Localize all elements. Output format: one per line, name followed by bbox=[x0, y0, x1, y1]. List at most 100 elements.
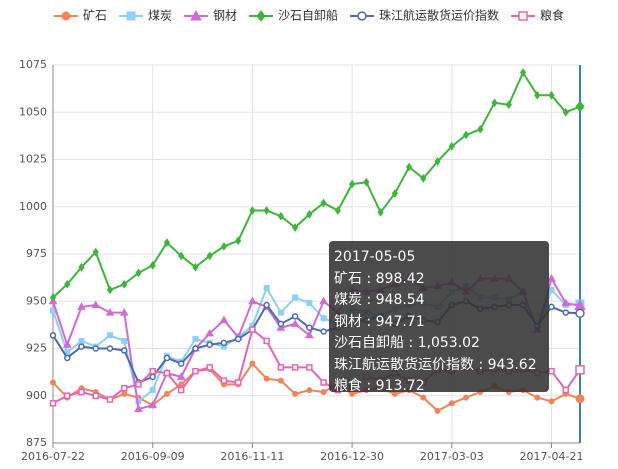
y-tick-label: 1000 bbox=[19, 200, 47, 213]
data-point bbox=[50, 379, 56, 386]
data-point bbox=[163, 238, 171, 248]
data-point bbox=[206, 251, 213, 261]
tooltip-value: 1,053.02 bbox=[417, 335, 480, 351]
legend-label: 沙石自卸船 bbox=[278, 8, 338, 23]
data-point bbox=[177, 360, 185, 367]
legend-label: 珠江航运散货运价指数 bbox=[379, 8, 499, 23]
data-point bbox=[420, 394, 427, 401]
data-point bbox=[192, 262, 199, 272]
data-point bbox=[291, 313, 299, 320]
tooltip-row: 煤炭948.54 bbox=[334, 290, 544, 312]
legend-item: 珠江航运散货运价指数 bbox=[350, 8, 499, 23]
data-point bbox=[176, 372, 186, 380]
data-point bbox=[135, 381, 142, 388]
data-point bbox=[334, 206, 341, 215]
data-point bbox=[163, 354, 171, 362]
data-point bbox=[320, 388, 327, 395]
x-tick-label: 2017-04-21 bbox=[520, 450, 584, 463]
legend-symbol bbox=[190, 9, 202, 21]
tooltip-rows: 矿石898.42煤炭948.54钢材947.71沙石自卸船1,053.02珠江航… bbox=[334, 269, 544, 398]
data-point bbox=[575, 394, 585, 404]
y-tick-label: 1025 bbox=[19, 153, 47, 166]
tooltip-row: 粮食913.72 bbox=[334, 376, 544, 398]
y-tick-label: 925 bbox=[26, 342, 47, 355]
tooltip-row: 沙石自卸船1,053.02 bbox=[334, 333, 544, 355]
legend: 矿石 煤炭 钢材 沙石自卸船 珠江航运散货运价指数 粮食 bbox=[53, 8, 564, 23]
data-point bbox=[491, 98, 498, 108]
data-point bbox=[192, 367, 199, 375]
data-point bbox=[290, 319, 300, 327]
data-point bbox=[405, 162, 413, 172]
data-point bbox=[448, 400, 455, 407]
data-point bbox=[320, 379, 327, 386]
legend-label: 矿石 bbox=[83, 9, 107, 23]
data-point bbox=[575, 100, 585, 113]
data-point bbox=[163, 390, 170, 397]
data-point bbox=[248, 296, 257, 305]
data-point bbox=[63, 392, 71, 399]
tooltip-series-name: 沙石自卸船 bbox=[334, 335, 418, 351]
data-point bbox=[106, 396, 114, 403]
data-point bbox=[477, 124, 484, 134]
data-point bbox=[77, 302, 86, 310]
data-point bbox=[548, 90, 555, 100]
y-tick-label: 950 bbox=[26, 294, 47, 307]
data-point bbox=[63, 354, 71, 362]
data-point bbox=[562, 107, 569, 117]
data-point bbox=[320, 198, 327, 208]
data-point bbox=[363, 177, 370, 187]
data-point bbox=[377, 208, 384, 217]
data-point bbox=[448, 141, 455, 151]
legend-symbol bbox=[256, 10, 266, 22]
y-tick-label: 875 bbox=[26, 436, 47, 449]
data-point bbox=[134, 404, 143, 412]
tooltip-row: 矿石898.42 bbox=[334, 269, 544, 291]
data-point bbox=[561, 298, 571, 307]
data-point bbox=[149, 260, 156, 270]
data-point bbox=[249, 326, 256, 333]
data-point bbox=[534, 394, 541, 401]
data-point bbox=[78, 337, 85, 344]
legend-label: 煤炭 bbox=[148, 9, 172, 23]
data-point bbox=[575, 365, 585, 375]
data-point bbox=[206, 341, 213, 348]
data-point bbox=[306, 387, 313, 394]
y-tick-label: 1050 bbox=[19, 105, 47, 118]
data-point bbox=[219, 315, 229, 324]
y-tick-label: 900 bbox=[26, 389, 47, 402]
data-point bbox=[306, 324, 313, 331]
data-point bbox=[548, 398, 555, 405]
tooltip-value: 943.62 bbox=[487, 356, 537, 373]
tooltip-value: 948.54 bbox=[375, 292, 425, 308]
tooltip-series-name: 矿石 bbox=[334, 271, 376, 287]
tooltip: 2017-05-05 矿石898.42煤炭948.54钢材947.71沙石自卸船… bbox=[329, 241, 549, 394]
data-point bbox=[462, 130, 470, 140]
legend-item: 煤炭 bbox=[118, 9, 172, 23]
data-point bbox=[548, 367, 555, 375]
data-point bbox=[120, 347, 128, 354]
data-point bbox=[92, 247, 99, 257]
data-point bbox=[78, 262, 85, 272]
data-point bbox=[320, 315, 327, 322]
data-point bbox=[463, 394, 470, 401]
data-point bbox=[548, 303, 555, 311]
data-point bbox=[277, 309, 284, 316]
x-tick-label: 2016-09-09 bbox=[121, 450, 185, 463]
tooltip-series-name: 煤炭 bbox=[334, 292, 376, 308]
tooltip-value: 898.42 bbox=[375, 270, 425, 287]
data-point bbox=[420, 174, 427, 183]
data-point bbox=[64, 279, 71, 289]
x-tick-label: 2016-11-11 bbox=[220, 450, 284, 463]
data-point bbox=[192, 336, 199, 343]
data-point bbox=[149, 367, 156, 375]
data-point bbox=[49, 293, 57, 302]
data-point bbox=[92, 392, 99, 399]
data-point bbox=[306, 300, 313, 307]
legend-symbol bbox=[61, 11, 71, 21]
legend-symbol bbox=[518, 11, 528, 21]
data-point bbox=[92, 345, 99, 352]
data-point bbox=[106, 332, 113, 339]
data-point bbox=[263, 301, 270, 309]
legend-symbol bbox=[357, 11, 367, 21]
data-point bbox=[292, 223, 299, 232]
